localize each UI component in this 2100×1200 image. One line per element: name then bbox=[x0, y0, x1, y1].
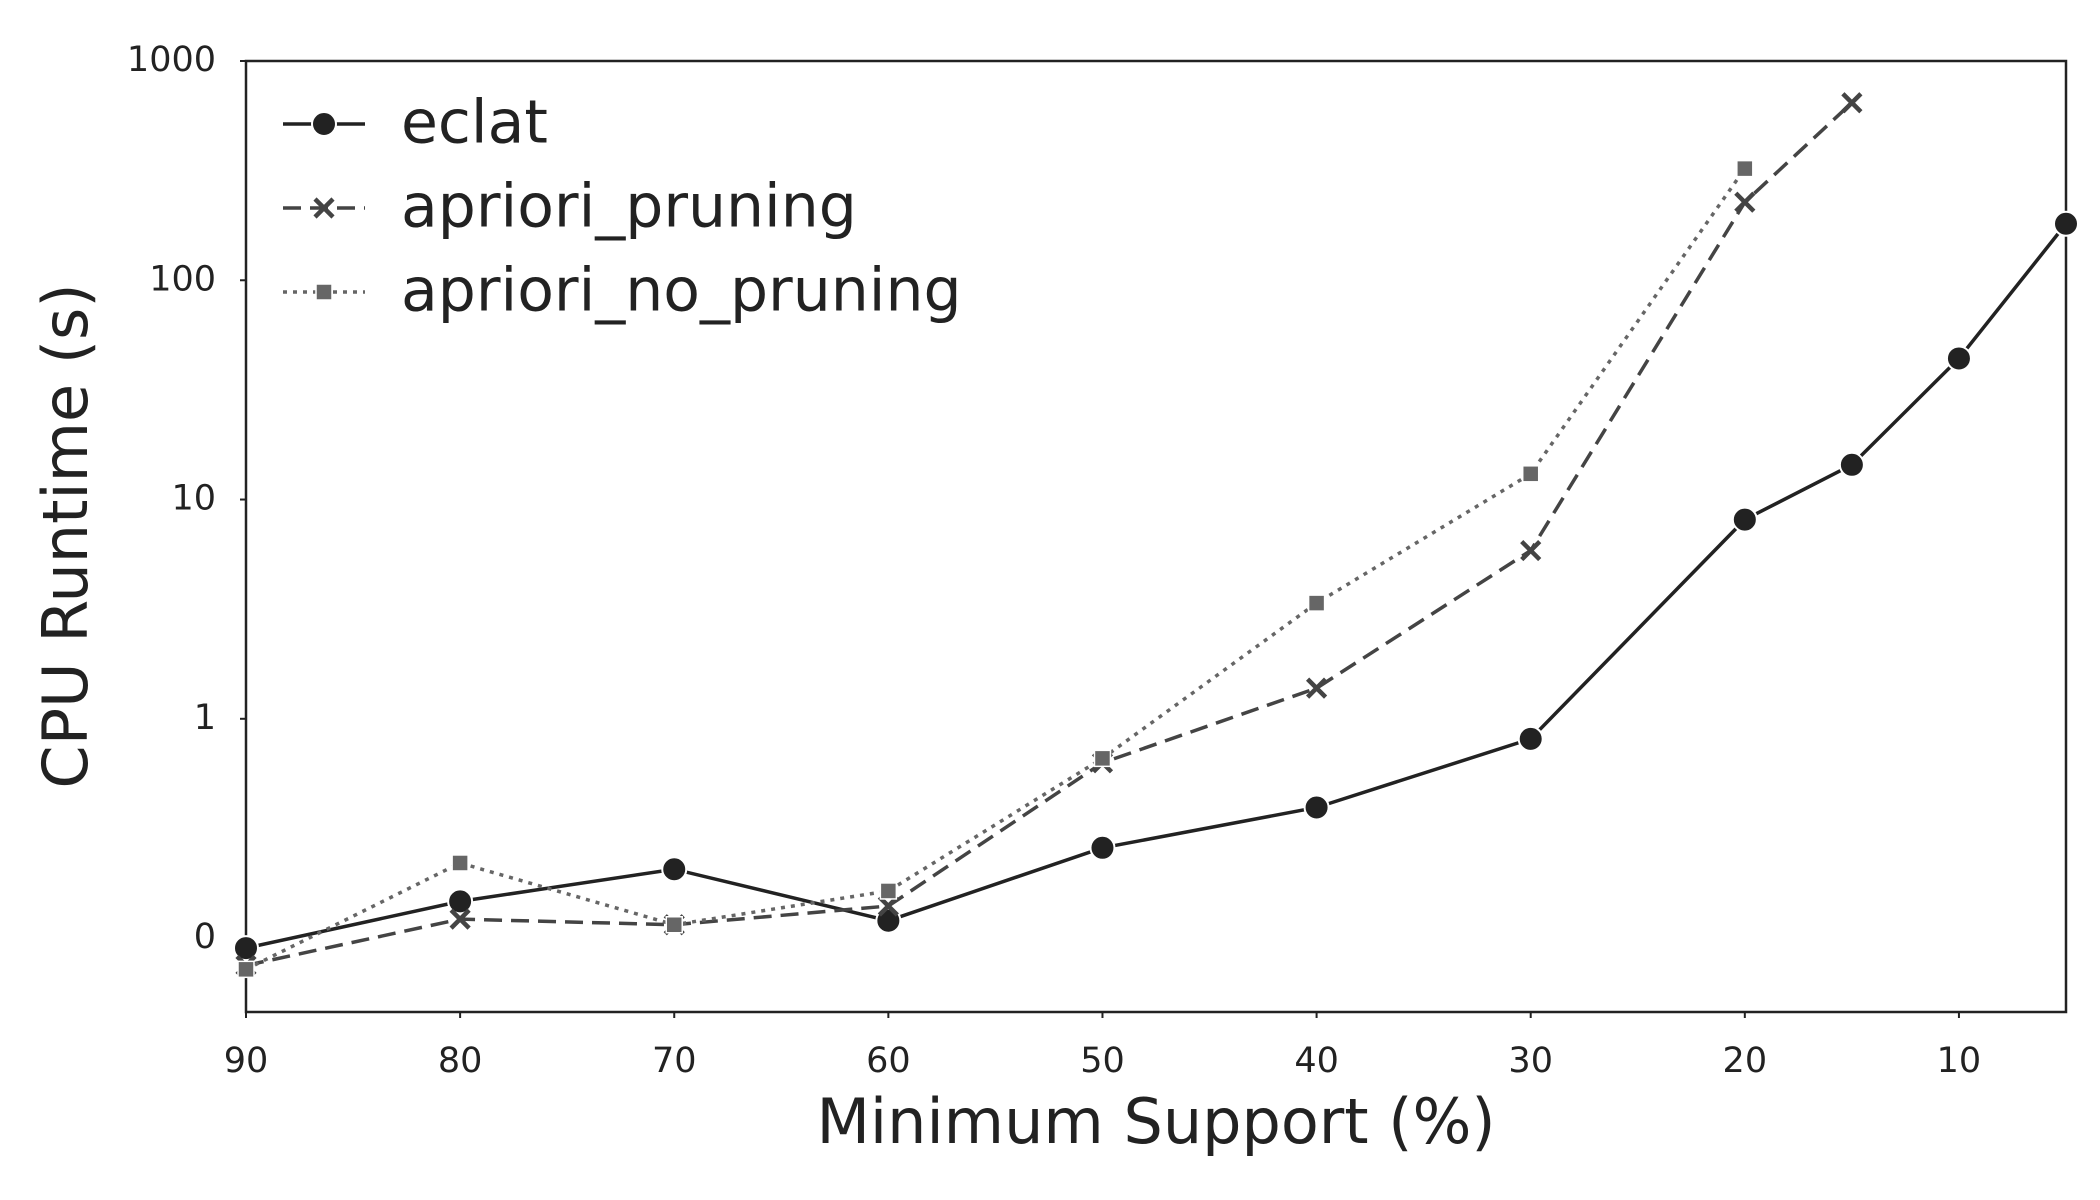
marker bbox=[877, 895, 899, 917]
x-tick-label: 40 bbox=[1294, 1041, 1339, 1081]
marker bbox=[1736, 159, 1754, 178]
legend-marker bbox=[315, 283, 333, 301]
plot-frame bbox=[244, 59, 2068, 1014]
marker bbox=[233, 935, 259, 962]
marker bbox=[237, 960, 255, 979]
marker bbox=[1838, 451, 1865, 478]
marker bbox=[665, 915, 683, 934]
marker bbox=[879, 882, 898, 900]
marker bbox=[1520, 539, 1542, 562]
marker bbox=[1945, 345, 1972, 372]
y-tick-label: 0 bbox=[194, 917, 216, 957]
marker bbox=[2053, 210, 2079, 237]
legend-marker bbox=[313, 197, 335, 219]
marker bbox=[449, 908, 471, 930]
y-tick-label: 100 bbox=[149, 259, 216, 299]
x-tick-label: 10 bbox=[1937, 1041, 1982, 1081]
marker bbox=[1841, 92, 1863, 114]
legend-label: apriori_pruning bbox=[401, 172, 857, 242]
series-line bbox=[245, 167, 1747, 971]
x-tick-label: 90 bbox=[224, 1041, 269, 1081]
marker bbox=[661, 856, 688, 883]
x-tick-label: 50 bbox=[1080, 1041, 1125, 1081]
y-axis-label: CPU Runtime (s) bbox=[29, 283, 102, 788]
x-tick-label: 80 bbox=[438, 1041, 483, 1081]
marker bbox=[1089, 834, 1116, 861]
legend: eclat apriori_pruning apriori_no_pruning bbox=[283, 88, 962, 326]
marker bbox=[1093, 749, 1112, 768]
y-tick-label: 1 bbox=[194, 698, 216, 738]
marker bbox=[1517, 725, 1544, 752]
marker bbox=[1303, 794, 1330, 821]
marker bbox=[1307, 594, 1326, 612]
y-tick-label: 1000 bbox=[127, 40, 216, 80]
x-axis-label: Minimum Support (%) bbox=[816, 1085, 1495, 1158]
x-tick-label: 30 bbox=[1508, 1041, 1553, 1081]
legend-label: eclat bbox=[401, 88, 548, 158]
marker bbox=[1731, 506, 1758, 533]
marker bbox=[1305, 677, 1328, 699]
marker bbox=[1734, 191, 1756, 213]
x-tick-label: 20 bbox=[1723, 1041, 1768, 1081]
x-tick-label: 70 bbox=[652, 1041, 697, 1081]
marker bbox=[451, 854, 469, 872]
marker bbox=[1521, 465, 1540, 483]
y-tick-label: 10 bbox=[171, 479, 216, 519]
legend-label: apriori_no_pruning bbox=[401, 256, 962, 326]
marker bbox=[447, 888, 474, 915]
legend-marker bbox=[311, 111, 337, 137]
x-tick-label: 60 bbox=[866, 1041, 911, 1081]
